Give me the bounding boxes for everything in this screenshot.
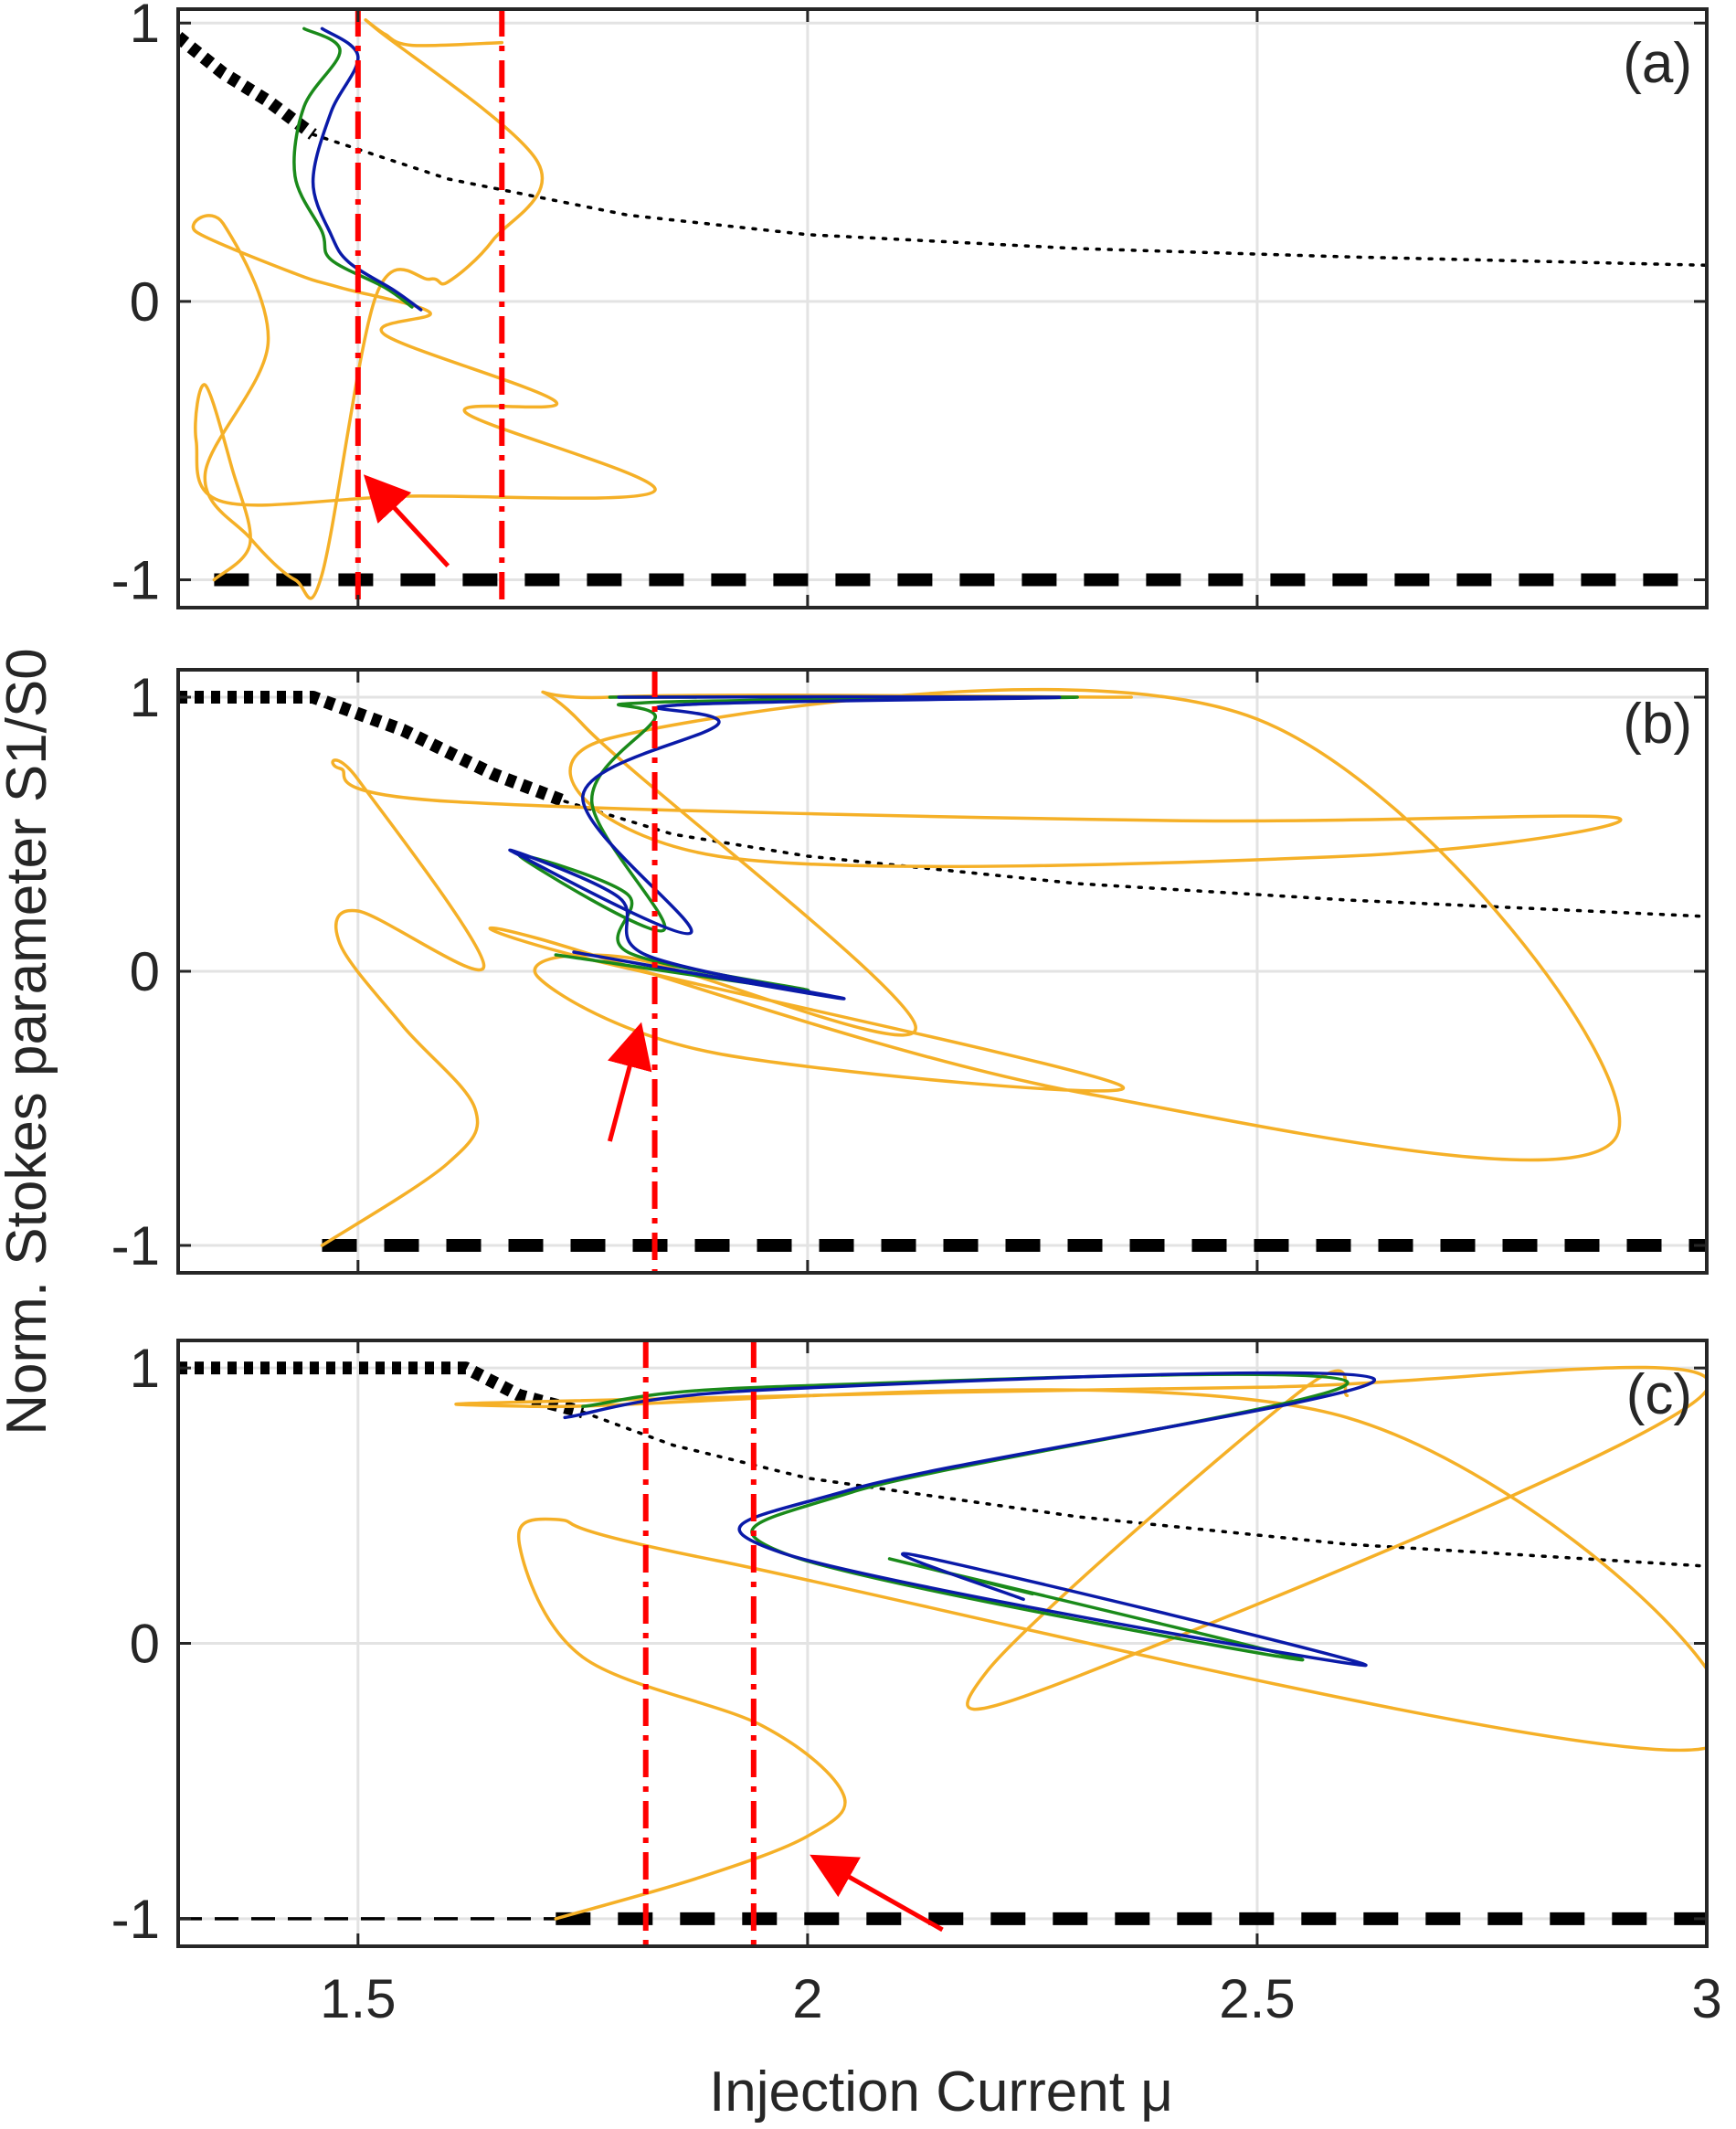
plot-area-a: [178, 9, 1707, 608]
y-tick-label: -1: [111, 550, 160, 611]
series-a-black-thick-dotted: [178, 32, 317, 140]
panel-a: -1 0 1 (a): [111, 0, 1709, 611]
red-arrow-b: [607, 1022, 652, 1142]
series-b-orange-solid: [320, 687, 1623, 1247]
y-axis-label: Norm. Stokes parameter S1/S0: [0, 648, 58, 1435]
plot-area-b: [178, 670, 1707, 1273]
x-tick-label: 2: [792, 1968, 822, 2029]
y-tick-label: 0: [130, 271, 160, 333]
y-tick-label: 0: [130, 941, 160, 1002]
red-arrow-a: [363, 474, 450, 567]
y-tick-label: -1: [111, 1215, 160, 1276]
y-tick-label: 1: [130, 667, 160, 728]
red-arrow-c: [810, 1854, 944, 1933]
panel-label: (b): [1623, 693, 1692, 756]
series-c-blue-solid: [563, 1371, 1376, 1668]
y-tick-label: 1: [130, 1338, 160, 1399]
panel-label: (a): [1623, 32, 1692, 95]
series-c-black-thick-dotted: [178, 1361, 585, 1419]
x-tick-label: 2.5: [1219, 1968, 1295, 2029]
series-b-black-thick-dotted: [178, 691, 567, 808]
x-axis-label: Injection Current μ: [709, 2060, 1173, 2124]
panel-label: (c): [1626, 1363, 1692, 1426]
y-tick-label: 1: [130, 0, 160, 54]
y-tick-label: 0: [130, 1614, 160, 1675]
series-a-orange-solid: [191, 18, 657, 600]
axes-frame-a: [176, 7, 1709, 609]
x-tick-label: 1.5: [320, 1968, 396, 2029]
panel-b: -1 0 1 (b): [111, 667, 1709, 1276]
y-tick-label: -1: [111, 1889, 160, 1950]
panel-c: -1 0 1 1.5 2 2.5 3 (c): [111, 1338, 1722, 2029]
plot-area-c: [178, 1340, 1707, 1946]
series-a-black-dotted: [311, 132, 1707, 268]
series-a-green-solid: [292, 26, 414, 309]
x-tick-label: 3: [1691, 1968, 1721, 2029]
series-c-black-dotted: [581, 1410, 1707, 1568]
